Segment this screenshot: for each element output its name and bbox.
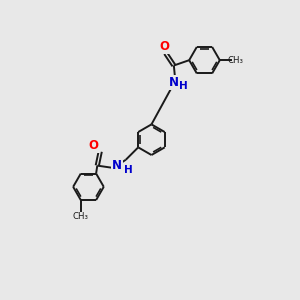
Text: H: H (124, 165, 133, 175)
Text: CH₃: CH₃ (228, 56, 244, 65)
Text: CH₃: CH₃ (73, 212, 89, 221)
Text: O: O (89, 139, 99, 152)
Text: H: H (179, 81, 188, 91)
Text: O: O (159, 40, 169, 53)
Text: N: N (169, 76, 179, 89)
Text: N: N (112, 159, 122, 172)
